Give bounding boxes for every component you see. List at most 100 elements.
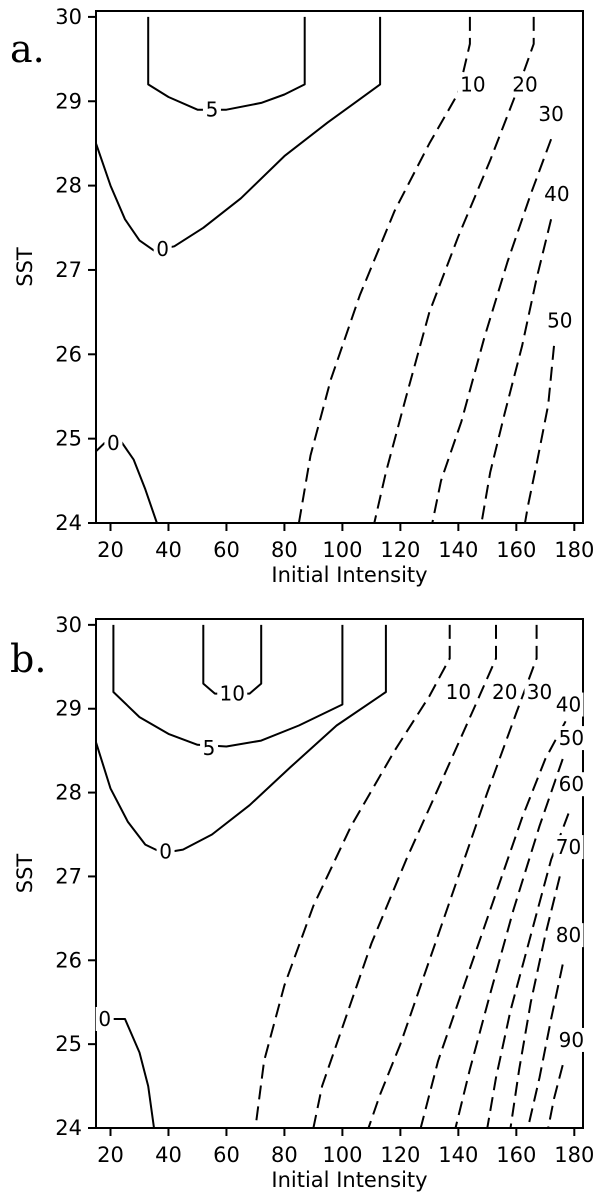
panel-b-contour-label-bg — [553, 692, 584, 717]
panel-a-x-tick-label: 60 — [213, 538, 240, 562]
panel-a-contour-5 — [147, 16, 306, 111]
panel-b-y-tick-label: 27 — [55, 864, 82, 888]
panel-b-contour-label: 70 — [556, 835, 581, 859]
panel-b-contour-label-bg — [95, 1006, 114, 1031]
panel-a-x-tick-label: 120 — [380, 538, 420, 562]
panel-b-contour-0 — [95, 624, 387, 854]
panel-b-contour-90 — [547, 1064, 564, 1129]
panel-b-contour-50 — [454, 758, 564, 1129]
panel-b-x-axis-title: Initial Intensity — [271, 1168, 427, 1192]
panel-a-y-tick-label: 24 — [55, 511, 82, 535]
panel-a-contour-label-bg — [536, 101, 567, 126]
panel-b-x-tick-label: 80 — [271, 1143, 298, 1167]
panel-b-y-tick-label: 29 — [55, 697, 82, 721]
panel-a-y-tick-label: 25 — [55, 427, 82, 451]
panel-b-contour-label-bg — [553, 835, 584, 860]
panel-b-x-tick-label: 60 — [213, 1143, 240, 1167]
panel-b-contour-label-bg — [200, 736, 219, 761]
panel-a-contour-20 — [373, 16, 535, 524]
panel-b-y-tick-label: 26 — [55, 948, 82, 972]
panel-b-contour-label-bg — [556, 1027, 587, 1052]
panel-a-y-tick-label: 27 — [55, 258, 82, 282]
panel-b-contour-label-bg — [524, 679, 555, 704]
panel-a: 20 40 60 80 100 120 140 160 18024252627282930Ini… — [10, 5, 594, 587]
panel-a-contour-label-bg — [457, 72, 488, 97]
panel-a-contour-label-bg — [510, 72, 541, 97]
panel-a-contour-0 — [95, 16, 382, 252]
panel-b-y-tick-label: 30 — [55, 613, 82, 637]
panel-a-x-tick-label: 100 — [322, 538, 362, 562]
panel-a-contour-50 — [524, 345, 555, 524]
panel-b-contour-label: 10 — [446, 680, 471, 704]
panel-a-contour-label: 0 — [156, 237, 169, 261]
panel-a-contour-label-bg — [202, 97, 221, 122]
panel-b-x-tick-label: 100 — [322, 1143, 362, 1167]
panel-b-x-tick-label: 20 — [97, 1143, 124, 1167]
panel-b-contour-label-bg — [553, 923, 584, 948]
panel-a-y-tick-label: 28 — [55, 174, 82, 198]
panel-b-contour-label-bg — [556, 772, 587, 797]
panel-b-contour-label-bg — [556, 726, 587, 751]
panel-b-x-tick-label: 40 — [155, 1143, 182, 1167]
panel-a-x-tick-label: 80 — [271, 538, 298, 562]
panel-b-contour-label: 40 — [556, 693, 581, 717]
panel-b-x-tick-label: 160 — [496, 1143, 536, 1167]
panel-b-x-tick-label: 120 — [380, 1143, 420, 1167]
panel-a-y-tick-label: 30 — [55, 5, 82, 29]
panel-a-contour-label: 20 — [512, 72, 537, 96]
panel-a-contour-label: 50 — [547, 309, 572, 333]
panel-b-contour-10 — [254, 624, 451, 1129]
panel-a-contour-label: 10 — [460, 72, 485, 96]
panel-b-plot-frame — [95, 618, 584, 1129]
panel-a-y-tick-label: 26 — [55, 342, 82, 366]
panel-b-contour-label-bg — [217, 681, 248, 706]
panel-b-x-tick-label: 140 — [438, 1143, 478, 1167]
panel-b-contour-label: 60 — [559, 772, 584, 796]
panel-b-contour-label-bg — [489, 679, 520, 704]
panel-b-contour-label: 20 — [492, 680, 517, 704]
panel-a-label: a. — [10, 27, 45, 71]
panel-b-contour-label: 80 — [556, 923, 581, 947]
panel-a-y-axis-title: SST — [13, 247, 37, 287]
panel-b: 20 40 60 80 100 120 140 160 18024252627282930Ini… — [10, 613, 594, 1192]
panel-a-contour-label-bg — [104, 430, 123, 455]
panel-b-contour-40 — [419, 720, 567, 1129]
panel-a-contour-label-bg — [541, 182, 572, 207]
panel-a-contour-label: 30 — [538, 102, 563, 126]
panel-b-y-axis-title: SST — [13, 854, 37, 894]
panel-a-x-tick-label: 180 — [554, 538, 594, 562]
panel-a-contour-label: 0 — [107, 431, 120, 455]
panel-b-label: b. — [10, 637, 46, 681]
panel-b-contour-label: 5 — [203, 736, 216, 760]
panel-b-contour-0 — [95, 1018, 155, 1129]
panel-b-contour-label: 0 — [98, 1007, 111, 1031]
panel-a-contour-0 — [95, 437, 158, 524]
panel-b-contour-20 — [312, 624, 497, 1129]
panel-a-contour-label: 40 — [544, 182, 569, 206]
panel-b-contour-80 — [526, 964, 564, 1129]
panel-a-x-tick-label: 160 — [496, 538, 536, 562]
panel-a-x-tick-label: 140 — [438, 538, 478, 562]
panel-a-contour-30 — [431, 138, 553, 524]
panel-b-contour-label: 50 — [559, 726, 584, 750]
panel-b-contour-label: 0 — [159, 839, 172, 863]
panel-b-x-tick-label: 180 — [554, 1143, 594, 1167]
panel-a-contour-label-bg — [153, 236, 172, 261]
panel-b-y-tick-label: 25 — [55, 1032, 82, 1056]
panel-a-x-tick-label: 40 — [155, 538, 182, 562]
panel-a-plot-frame — [95, 10, 584, 524]
panel-a-y-tick-label: 29 — [55, 89, 82, 113]
panel-a-contour-label-bg — [544, 308, 575, 333]
panel-a-contour-label: 5 — [206, 98, 219, 122]
panel-a-contour-10 — [297, 16, 471, 524]
panel-b-y-tick-label: 24 — [55, 1116, 82, 1140]
panel-b-contour-label-bg — [443, 679, 474, 704]
panel-a-x-axis-title: Initial Intensity — [271, 563, 427, 587]
panel-b-y-tick-label: 28 — [55, 781, 82, 805]
panel-a-x-tick-label: 20 — [97, 538, 124, 562]
panel-b-contour-label: 90 — [559, 1028, 584, 1052]
panel-a-contour-40 — [480, 219, 553, 524]
panel-b-contour-70 — [509, 876, 561, 1129]
panel-b-contour-60 — [486, 813, 570, 1129]
